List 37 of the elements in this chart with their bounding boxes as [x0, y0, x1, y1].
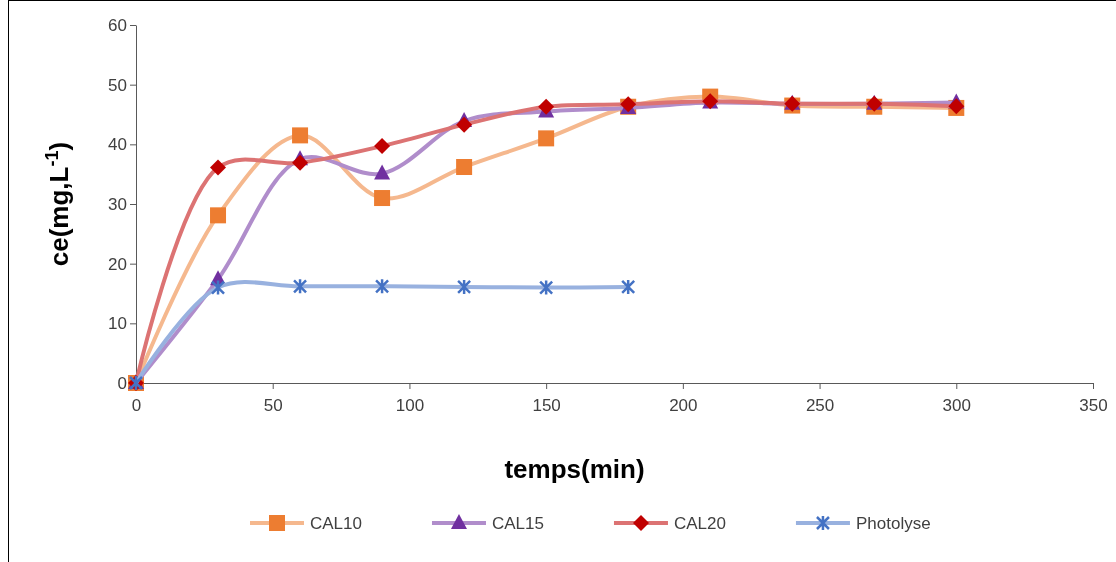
point — [620, 278, 636, 296]
legend-label: CAL10 — [310, 514, 362, 533]
x-tick-label: 200 — [669, 395, 698, 415]
point — [374, 190, 391, 207]
legend-label: Photolyse — [855, 514, 931, 533]
y-tick-label: 50 — [108, 75, 127, 95]
point — [292, 127, 309, 144]
x-tick-label: 0 — [131, 395, 142, 415]
point — [456, 278, 472, 296]
x-tick-label: 350 — [1079, 395, 1108, 415]
point — [292, 278, 308, 295]
x-tick-label: 150 — [532, 395, 561, 415]
point — [456, 116, 473, 133]
x-tick-label: 100 — [395, 395, 425, 415]
point — [210, 159, 227, 176]
point — [210, 279, 226, 296]
point — [292, 154, 309, 171]
point — [538, 98, 555, 115]
point — [374, 278, 390, 295]
point — [456, 159, 473, 176]
point — [538, 279, 554, 296]
y-tick-label: 40 — [108, 135, 127, 155]
legend-label: CAL15 — [491, 514, 544, 533]
x-tick-label: 300 — [942, 395, 971, 415]
legend-label: CAL20 — [673, 514, 726, 533]
y-tick-label: 10 — [108, 314, 127, 334]
y-tick-label: 30 — [108, 194, 127, 214]
y-tick-label: 60 — [108, 15, 127, 35]
y-tick-label: 0 — [117, 373, 127, 393]
point — [374, 138, 391, 155]
point — [210, 207, 227, 224]
x-tick-label: 250 — [805, 395, 835, 415]
x-axis-title: temps(min) — [504, 454, 645, 484]
point — [538, 130, 555, 147]
point — [374, 164, 391, 180]
x-tick-label: 50 — [263, 395, 283, 415]
y-tick-label: 20 — [108, 254, 127, 274]
